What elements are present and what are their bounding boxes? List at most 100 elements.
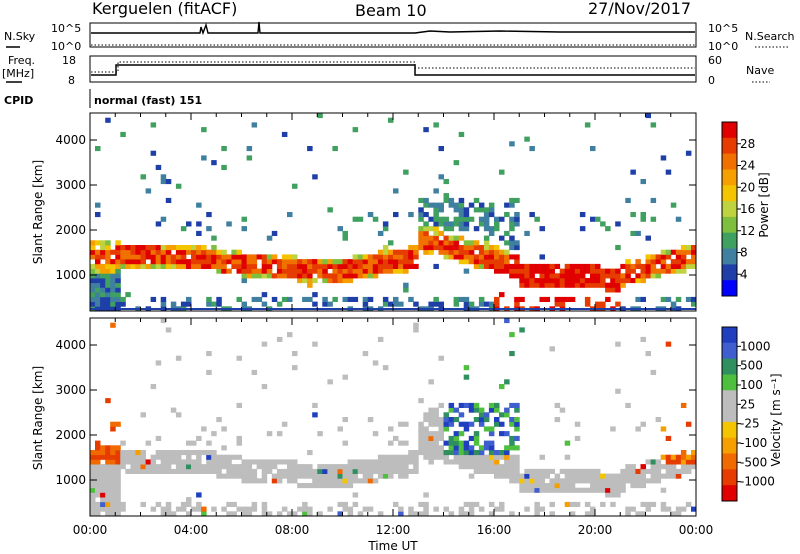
range-time-cell [463,212,470,218]
range-time-cell [428,431,434,437]
range-time-cell [241,259,247,265]
range-time-cell [110,296,116,302]
range-time-cell [367,478,374,484]
range-time-cell [473,254,480,260]
range-time-cell [605,473,611,479]
range-time-cell [463,240,470,246]
range-time-cell [443,245,449,251]
range-time-cell [680,263,687,269]
range-time-cell [615,341,621,347]
range-time-cell [529,483,535,489]
range-time-cell [135,468,141,474]
range-time-cell [413,301,419,307]
range-time-cell [317,464,323,470]
range-time-cell [685,421,692,427]
range-time-cell [529,282,535,288]
range-time-cell [539,226,545,232]
range-time-cell [605,273,611,279]
range-time-cell [625,259,631,265]
range-time-cell [559,278,566,284]
range-time-cell [463,402,470,408]
range-time-cell [317,113,323,119]
range-time-cell [276,459,283,465]
range-time-cell [443,454,449,460]
range-time-cell [433,301,439,307]
range-time-cell [231,511,237,517]
range-time-cell [261,506,268,512]
range-time-cell [569,501,576,507]
range-time-cell [488,245,495,251]
range-time-cell [221,268,227,274]
range-time-cell [509,245,515,251]
range-time-cell [186,259,192,265]
range-time-cell [509,263,515,269]
range-time-cell [494,226,500,232]
range-time-cell [312,341,318,347]
range-time-cell [539,263,545,269]
range-time-cell [251,254,258,260]
range-time-cell [90,254,96,260]
range-time-cell [95,492,101,498]
range-time-cell [675,249,682,255]
range-time-cell [494,259,500,265]
range-time-cell [499,450,505,456]
range-time-cell [483,417,490,423]
range-time-cell [367,459,374,465]
range-time-cell [100,468,106,474]
range-time-cell [382,468,389,474]
range-time-cell [499,468,505,474]
range-time-cell [388,259,394,265]
range-time-cell [352,464,359,470]
range-time-cell [610,501,616,507]
range-time-cell [241,478,247,484]
range-time-cell [691,301,697,307]
range-time-cell [216,464,222,470]
range-time-cell [216,259,222,265]
range-time-cell [574,278,581,284]
range-time-cell [276,431,283,437]
range-time-cell [610,282,616,288]
range-time-cell [120,501,126,507]
range-time-cell [95,273,101,279]
range-time-cell [630,468,636,474]
range-time-cell [615,473,621,479]
range-time-cell [115,497,121,503]
range-time-cell [160,263,167,269]
range-time-cell [675,459,682,465]
range-time-cell [160,468,167,474]
range-time-cell [514,445,520,451]
range-time-cell [317,273,323,279]
range-time-cell [524,506,530,512]
range-time-cell [534,501,540,507]
range-time-cell [413,249,419,255]
range-time-cell [342,268,348,274]
power-ylabel: Slant Range [km] [31,160,45,264]
range-time-cell [549,278,555,284]
range-time-cell [443,235,449,241]
range-time-cell [564,278,571,284]
range-time-cell [620,483,626,489]
range-time-cell [211,259,217,265]
range-time-cell [478,464,485,470]
range-time-cell [579,478,586,484]
range-time-cell [605,483,611,489]
range-time-cell [519,478,525,484]
colorbar-tick-label: 24 [740,159,755,173]
x-tick-label: 00:00 [679,523,714,537]
range-time-cell [549,478,555,484]
range-time-cell [660,487,667,493]
range-time-cell [524,278,530,284]
range-time-cell [488,301,495,307]
range-time-cell [473,431,480,437]
range-time-cell [287,296,293,302]
range-time-cell [175,412,182,418]
range-time-cell [443,459,449,465]
range-time-cell [514,254,520,260]
range-time-cell [504,431,510,437]
range-time-cell [110,459,116,465]
range-time-cell [216,268,222,274]
range-time-cell [105,501,111,507]
range-time-cell [458,511,465,517]
range-time-cell [605,478,611,484]
range-time-cell [600,268,606,274]
